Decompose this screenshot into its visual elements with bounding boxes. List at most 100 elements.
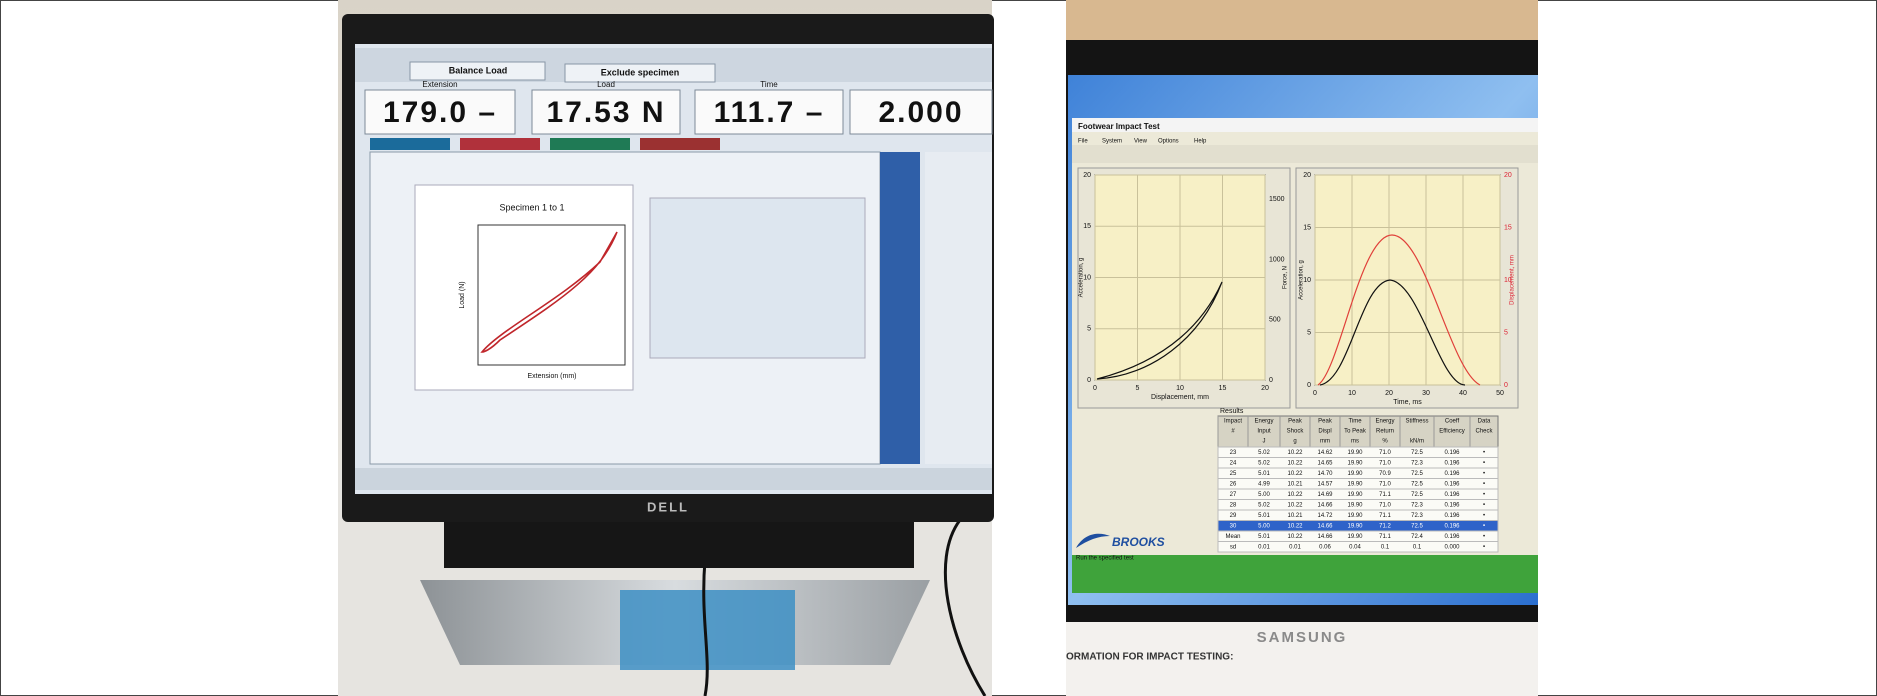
column-title: Energy: [1254, 419, 1273, 425]
table-cell: 71.1: [1379, 513, 1391, 519]
y2-tick-label: 10: [1504, 277, 1512, 284]
table-cell: 10.22: [1287, 534, 1303, 540]
table-cell: •: [1483, 482, 1485, 488]
table-row: [1217, 541, 1499, 553]
table-cell: 4.99: [1258, 482, 1270, 488]
x-tick-label: 0: [1093, 385, 1097, 392]
tab-label: Exclude specimen: [601, 67, 680, 77]
taskbar: [355, 468, 992, 490]
column-title: Return: [1376, 429, 1394, 435]
table-cell: 14.57: [1317, 482, 1333, 488]
table-cell: 10.22: [1287, 492, 1303, 498]
table-cell: 30: [1230, 524, 1237, 530]
table-cell: 10.22: [1287, 461, 1303, 467]
table-cell: 72.3: [1411, 461, 1423, 467]
plot-y-label: Load (N): [459, 281, 466, 308]
column-title: Peak: [1318, 419, 1333, 425]
column-unit: mm: [1320, 439, 1330, 445]
table-cell: 0.196: [1444, 513, 1460, 519]
table-cell: 19.90: [1347, 450, 1363, 456]
table-cell: 25: [1230, 471, 1237, 477]
readout-value: 2.000: [878, 96, 963, 129]
x-tick-label: 50: [1496, 390, 1504, 397]
plot-x-label: Extension (mm): [527, 373, 576, 380]
y-tick-label: 0: [1307, 382, 1311, 389]
table-cell: 5.01: [1258, 471, 1270, 477]
table-cell: 27: [1230, 492, 1237, 498]
table-cell: 72.3: [1411, 503, 1423, 509]
y2-tick-label: 1500: [1269, 196, 1285, 203]
table-cell: 72.4: [1411, 534, 1423, 540]
green-bar: [1072, 555, 1538, 593]
table-cell: 0.01: [1289, 545, 1301, 551]
table-cell: 14.66: [1317, 534, 1333, 540]
y-tick-label: 15: [1083, 223, 1091, 230]
y2-tick-label: 1000: [1269, 256, 1285, 263]
table-cell: 0.196: [1444, 450, 1460, 456]
table-cell: 72.5: [1411, 482, 1423, 488]
table-cell: 14.62: [1317, 450, 1333, 456]
paper-text: ORMATION FOR IMPACT TESTING:: [1066, 652, 1233, 663]
x-axis-label: Time, ms: [1393, 399, 1422, 406]
tab: [564, 63, 716, 83]
y2-tick-label: 0: [1269, 377, 1273, 384]
brand: DELL: [647, 499, 689, 514]
color-tab: [460, 138, 540, 150]
status-text: Run the specified test: [1076, 556, 1134, 562]
x-tick-label: 20: [1385, 390, 1393, 397]
table-cell: 70.9: [1379, 471, 1391, 477]
readout-value: 17.53 N: [546, 96, 665, 129]
logo: BROOKS: [1112, 535, 1165, 549]
table-cell: 0.000: [1444, 545, 1460, 551]
table-cell: 71.1: [1379, 534, 1391, 540]
table-cell: •: [1483, 524, 1485, 530]
x-tick-label: 10: [1176, 385, 1184, 392]
table-cell: 14.66: [1317, 524, 1333, 530]
title-bar: [1072, 118, 1538, 132]
table-cell: 29: [1230, 513, 1237, 519]
column-title: Energy: [1375, 419, 1394, 425]
column-title: Peak: [1288, 419, 1303, 425]
table-cell: 26: [1230, 482, 1237, 488]
y2-tick-label: 5: [1504, 329, 1508, 336]
table-cell: 0.196: [1444, 534, 1460, 540]
menu-item: View: [1134, 139, 1148, 145]
y-tick-label: 20: [1083, 172, 1091, 179]
column-title: Input: [1257, 429, 1271, 435]
table-cell: 71.0: [1379, 461, 1391, 467]
column-unit: g: [1293, 439, 1296, 445]
table-cell: 72.5: [1411, 471, 1423, 477]
menu-item: Options: [1158, 139, 1179, 145]
readout-box: [849, 89, 993, 135]
table-cell: 19.90: [1347, 482, 1363, 488]
help-panel: [925, 152, 992, 464]
readout-box: [364, 89, 516, 135]
table-cell: 19.90: [1347, 534, 1363, 540]
table-cell: 0.06: [1319, 545, 1331, 551]
table-cell: 0.1: [1413, 545, 1422, 551]
y-axis-label: Acceleration, g: [1299, 260, 1305, 300]
table-cell: •: [1483, 461, 1485, 467]
readout-box: [531, 89, 681, 135]
curve: [1096, 281, 1223, 380]
y-tick-label: 0: [1087, 377, 1091, 384]
readout-box: [694, 89, 844, 135]
x-tick-label: 15: [1219, 385, 1227, 392]
table-cell: 28: [1230, 503, 1237, 509]
table-cell: 71.0: [1379, 482, 1391, 488]
table-cell: 71.2: [1379, 524, 1391, 530]
table-cell: 14.70: [1317, 471, 1333, 477]
settings-panel: [649, 197, 866, 359]
table-cell: 0.04: [1349, 545, 1361, 551]
table-cell: •: [1483, 450, 1485, 456]
cable: [943, 519, 987, 696]
column-unit: J: [1263, 439, 1266, 445]
table-cell: •: [1483, 534, 1485, 540]
table-cell: 0.196: [1444, 524, 1460, 530]
menu-item: System: [1102, 139, 1122, 145]
table-cell: 71.0: [1379, 503, 1391, 509]
speaker-bar: [444, 520, 914, 568]
tab: [409, 61, 546, 81]
y-tick-label: 15: [1303, 224, 1311, 231]
x-tick-label: 30: [1422, 390, 1430, 397]
